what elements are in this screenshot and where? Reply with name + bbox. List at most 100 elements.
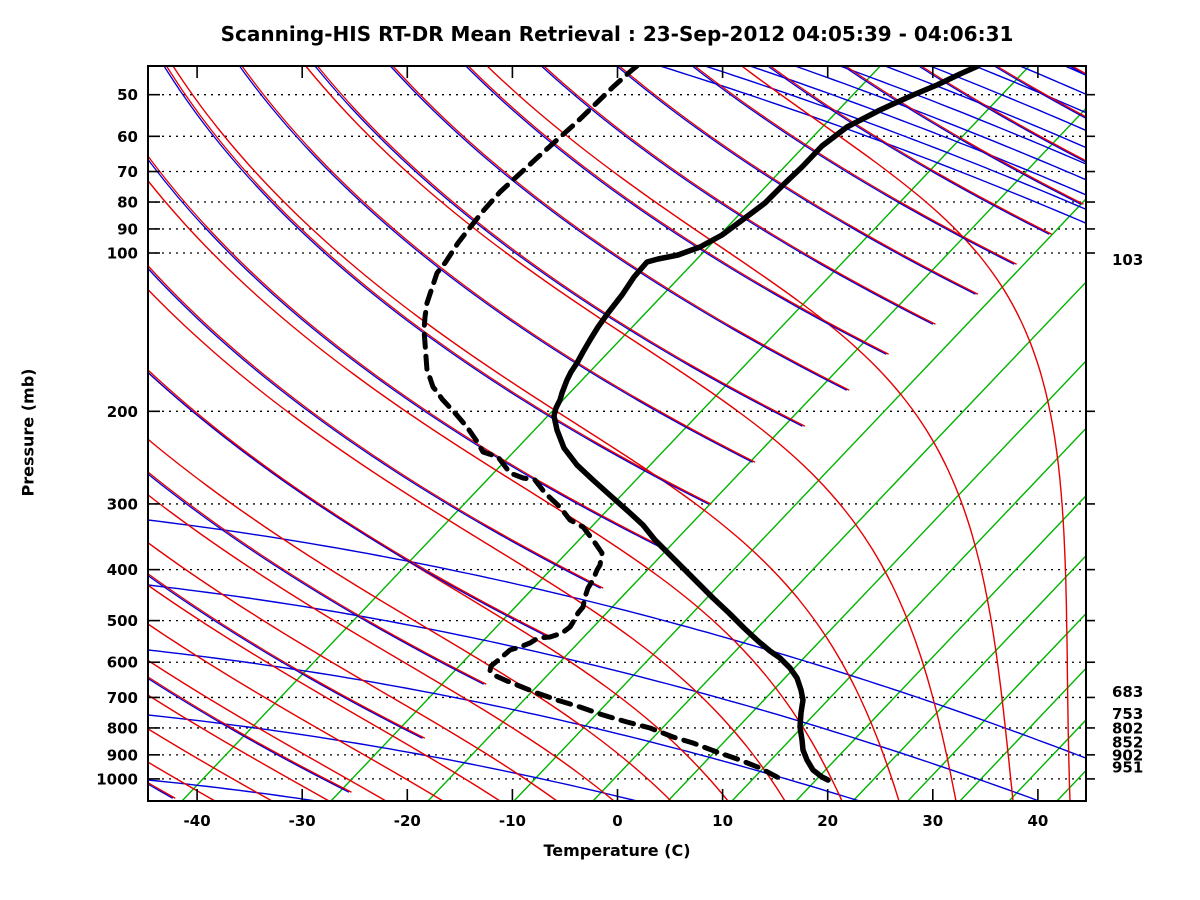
y-tick-label: 100 [107, 245, 138, 263]
red-isopleth [148, 371, 729, 801]
adiabat-pair-red [148, 781, 176, 799]
x-tick-label: 10 [712, 812, 733, 830]
adiabat-pair-blue [616, 66, 976, 295]
x-tick-label: -40 [184, 812, 211, 830]
y-tick-label: 700 [107, 689, 138, 707]
right-level-label: 683 [1112, 683, 1143, 701]
adiabat-pair-red [316, 66, 806, 427]
y-tick-label: 80 [117, 194, 138, 212]
adiabat-pair-blue [148, 783, 173, 799]
temperature-profile [551, 66, 981, 783]
y-tick-label: 900 [107, 746, 138, 764]
y-tick-label: 500 [107, 612, 138, 630]
green-isopleth [1008, 718, 1086, 801]
red-isopleth [172, 66, 900, 801]
green-isopleth [513, 197, 1086, 801]
right-level-label: 951 [1112, 758, 1143, 776]
adiabat-pair-red [148, 572, 426, 739]
red-isopleth [148, 584, 501, 801]
green-isopleth [592, 281, 1086, 801]
green-isopleth [667, 360, 1086, 801]
red-isopleth [148, 694, 330, 801]
y-tick-label: 400 [107, 561, 138, 579]
blue-isopleth [659, 66, 1086, 224]
adiabat-pair-blue [148, 574, 423, 739]
right-level-label: 103 [1112, 251, 1143, 269]
adiabat-pair-blue [148, 267, 601, 589]
y-tick-label: 800 [107, 719, 138, 737]
adiabat-pair-red [996, 66, 1086, 118]
x-tick-label: -10 [499, 812, 526, 830]
y-tick-label: 90 [117, 220, 138, 238]
adiabat-pair-blue [148, 371, 547, 637]
adiabat-pair-red [148, 369, 550, 637]
adiabat-pair-blue [148, 473, 484, 685]
plot-frame [147, 65, 1087, 802]
right-level-label: 753 [1112, 705, 1143, 723]
adiabat-pair-blue [842, 66, 1082, 205]
red-isopleth [148, 541, 558, 801]
red-isopleth [148, 179, 843, 801]
y-tick-label: 200 [107, 403, 138, 421]
adiabat-pair-red [769, 66, 1052, 235]
right-level-label: 852 [1112, 733, 1143, 751]
adiabat-pair-red [1071, 66, 1086, 75]
adiabat-pair-red [845, 66, 1084, 205]
green-isopleth [1145, 66, 1200, 801]
y-tick-label: 600 [107, 654, 138, 672]
adiabat-pair-blue [918, 66, 1086, 163]
adiabat-pair-blue [540, 66, 934, 325]
red-isopleth [148, 623, 444, 801]
adiabat-pair-blue [993, 66, 1086, 120]
red-isopleth [304, 66, 957, 801]
y-tick-label: 60 [117, 128, 138, 146]
adiabat-pair-blue [1068, 66, 1086, 76]
x-tick-label: 20 [817, 812, 838, 830]
red-isopleth [148, 659, 387, 801]
adiabat-pair-blue [691, 66, 1015, 265]
blue-isopleth [839, 66, 1086, 165]
adiabat-pair-blue [389, 66, 847, 391]
adiabat-pair-blue [238, 66, 753, 463]
adiabat-pair-red [148, 264, 604, 589]
x-tick-label: 40 [1027, 812, 1048, 830]
green-isopleth [852, 554, 1086, 801]
red-isopleth [486, 66, 1014, 801]
blue-isopleth [148, 584, 1042, 801]
red-isopleth [148, 493, 615, 801]
adiabat-pair-red [148, 471, 487, 685]
green-isopleth [1186, 66, 1200, 801]
adiabat-pair-red [694, 66, 1017, 265]
isopleth-layer [148, 66, 1200, 801]
green-isopleth [181, 66, 881, 801]
blue-isopleth [749, 66, 1086, 196]
adiabat-pair-blue [148, 677, 350, 793]
y-tick-label: 1000 [96, 770, 138, 788]
adiabat-pair-red [165, 66, 712, 505]
adiabat-pair-blue [314, 66, 803, 427]
x-tick-label: 0 [612, 812, 622, 830]
adiabat-pair-red [920, 66, 1086, 162]
red-isopleth [740, 66, 1071, 801]
dewpoint-profile [421, 66, 784, 782]
blue-isopleth [794, 66, 1086, 181]
green-isopleth [959, 667, 1086, 801]
blue-isopleth [1019, 66, 1086, 96]
x-axis-label: Temperature (C) [543, 841, 691, 860]
adiabat-pair-blue [465, 66, 887, 355]
green-isopleth [795, 494, 1086, 801]
blue-isopleth [974, 66, 1086, 114]
y-tick-label: 70 [117, 163, 138, 181]
adiabat-pair-blue [163, 66, 710, 505]
x-tick-label: -30 [289, 812, 316, 830]
x-tick-label: -20 [394, 812, 421, 830]
x-tick-label: 30 [922, 812, 943, 830]
blue-isopleth [148, 519, 1086, 759]
green-isopleth [907, 612, 1086, 801]
right-level-label: 902 [1112, 746, 1143, 764]
blue-isopleth [148, 649, 862, 801]
green-isopleth [427, 107, 1086, 801]
blue-isopleth [148, 714, 641, 801]
